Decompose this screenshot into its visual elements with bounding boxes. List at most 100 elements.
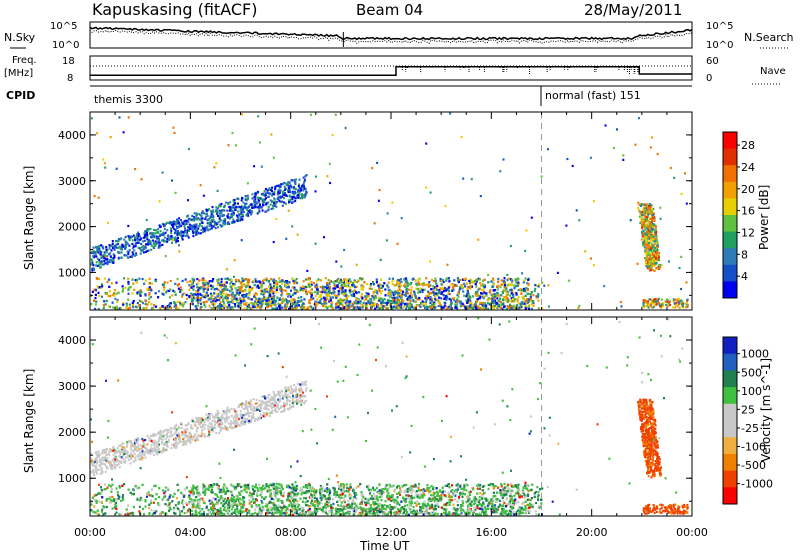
power-cell [230,212,233,215]
power-cell [113,247,116,250]
power-cell [199,222,201,225]
power-cell [279,285,281,288]
power-cell [210,219,213,222]
power-cell [150,244,153,247]
power-cell [524,294,527,297]
power-cell [522,289,525,292]
power-cell [274,188,277,191]
power-cell [387,294,390,297]
power-cell [284,289,287,292]
power-cell [171,241,173,244]
power-cell [269,199,272,202]
power-cell [148,292,151,295]
power-cell [117,238,120,241]
power-cell [222,219,225,223]
power-cell [97,286,100,289]
power-cell [205,300,208,303]
power-cell [267,208,270,211]
power-cell [397,306,400,309]
power-cell [167,221,170,225]
power-cell [229,206,232,209]
power-cell [251,193,254,196]
power-cell [430,288,433,291]
power-cell [497,299,500,302]
power-cell [248,287,251,290]
power-cell [266,209,269,212]
power-cell [146,243,149,246]
noise-panel [89,21,693,49]
power-cell [287,190,290,194]
power-cell [512,304,515,307]
power-cell [268,279,271,283]
power-cell [110,249,113,252]
power-cell [468,301,471,304]
power-cell [410,289,413,292]
power-cell [275,299,278,302]
power-cell [233,297,236,300]
power-cell [438,291,441,294]
power-cell [337,290,340,293]
power-cell [393,300,396,303]
power-cell [105,248,108,251]
power-cell [456,298,459,301]
power-cell [475,291,478,294]
power-cell [238,302,241,305]
power-cell [100,251,103,254]
power-cell [168,237,171,240]
power-cell [191,228,194,231]
power-cell [359,277,362,280]
power-cell [502,298,504,301]
power-cell [482,296,485,300]
power-cell [102,306,105,310]
power-cell [413,293,416,296]
power-cell [137,235,140,238]
power-cell [415,303,418,307]
power-cell [529,293,532,296]
power-cell [190,224,193,227]
power-cell [219,305,222,308]
power-cell [425,298,428,301]
power-cell [158,224,161,227]
power-cell [507,298,510,301]
power-cell [366,283,369,286]
power-cell [92,255,95,258]
power-cell [335,306,338,309]
power-cell [524,300,527,303]
power-cell [122,245,125,248]
power-cell [192,288,195,291]
power-cell [353,307,356,310]
power-cell [132,253,135,256]
power-cell [123,277,126,280]
power-cell [216,211,219,214]
power-cell [131,239,134,242]
power-cell [230,215,233,219]
power-cell [219,205,222,208]
power-cell [175,241,177,244]
power-cell [295,277,298,281]
power-cell [531,303,534,306]
power-cell [241,196,243,200]
power-cell [122,288,124,291]
power-cell [326,297,329,300]
power-cell [300,300,303,303]
noise-tick-low-left: 10^0 [52,40,79,51]
power-cell [232,283,235,286]
power-cell [537,294,540,297]
power-cell [468,294,470,297]
power-cell [483,295,486,298]
nsky-trace [89,26,693,41]
power-cell [442,294,445,297]
power-cell [505,287,508,290]
power-cell [235,290,238,293]
freq-trace [90,65,692,76]
power-cell [195,290,198,293]
power-cell [131,247,134,250]
power-cell [434,297,437,300]
power-cell [346,280,348,283]
power-cell [101,263,104,266]
power-cell [273,281,276,284]
power-cell [344,284,347,287]
power-cell [245,293,248,296]
power-cell [511,290,514,293]
power-cell [461,302,464,305]
